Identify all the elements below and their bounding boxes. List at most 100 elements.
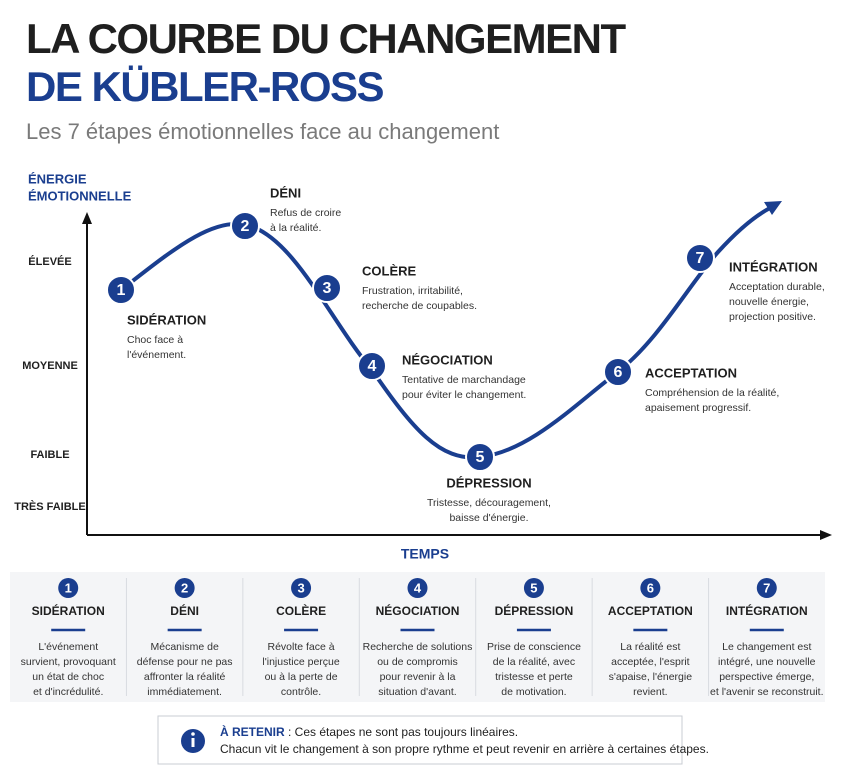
stage-description: Compréhension de la réalité, [645, 387, 779, 399]
card-description: intégré, une nouvelle [718, 656, 816, 668]
info-icon [191, 732, 195, 736]
stage-node [312, 273, 342, 303]
card-description: tristesse et perte [495, 671, 573, 683]
arrow [82, 212, 92, 224]
card-node [640, 578, 661, 598]
card-number: 6 [647, 580, 654, 595]
stage-name: SIDÉRATION [127, 312, 206, 327]
stage-description: Acceptation durable, [729, 281, 825, 293]
stage-description: Tristesse, découragement, [427, 497, 551, 509]
info-icon [191, 738, 195, 747]
card-number: 2 [181, 580, 188, 595]
arrow [820, 530, 832, 540]
card-description: Révolte face à [268, 641, 335, 653]
card-number: 3 [297, 580, 304, 595]
card-description: affronter la réalité [144, 671, 226, 683]
arrow [764, 201, 782, 215]
y-level-label: TRÈS FAIBLE [14, 500, 86, 513]
card-node [58, 578, 79, 598]
card-description: L'événement [38, 641, 98, 653]
stage-number: 3 [323, 280, 332, 297]
card-node [756, 578, 777, 598]
card-name: ACCEPTATION [608, 604, 693, 618]
stage-name: ACCEPTATION [645, 365, 737, 380]
stage-number: 4 [368, 358, 377, 375]
card-number: 5 [530, 580, 537, 595]
card-number: 1 [65, 580, 72, 595]
card-description: s'apaise, l'énergie [609, 671, 693, 683]
stage-description: nouvelle énergie, [729, 296, 809, 308]
title: LA COURBE DU CHANGEMENT [26, 15, 626, 62]
card-description: Mécanisme de [151, 641, 219, 653]
stage-description: recherche de coupables. [362, 300, 477, 312]
card-description: perspective émerge, [719, 671, 814, 683]
axis-title: TEMPS [401, 546, 449, 562]
stage-node [685, 243, 715, 273]
title: DE KÜBLER-ROSS [26, 63, 384, 110]
stage-node [106, 275, 136, 305]
card-description: contrôle. [281, 686, 321, 698]
card-description: Prise de conscience [487, 641, 581, 653]
stage-description: Refus de croire [270, 207, 341, 219]
note-box [157, 715, 683, 765]
card-description: survient, provoquant [21, 656, 116, 668]
stage-name: NÉGOCIATION [402, 352, 493, 367]
stage-name: COLÈRE [362, 263, 417, 278]
card-node [174, 578, 195, 598]
stage-node [357, 351, 387, 381]
card-description: acceptée, l'esprit [611, 656, 690, 668]
card-description: ou de compromis [377, 656, 458, 668]
axis-title: ÉMOTIONNELLE [28, 188, 132, 203]
stage-description: apaisement progressif. [645, 402, 751, 414]
card-description: Recherche de solutions [363, 641, 473, 653]
card-description: l'injustice perçue [262, 656, 339, 668]
stage-number: 6 [614, 364, 623, 381]
card-number: 7 [763, 580, 770, 595]
axis-title: ÉNERGIE [28, 171, 87, 186]
note-label: À RETENIR [220, 724, 285, 739]
stage-description: projection positive. [729, 311, 816, 323]
subtitle: Les 7 étapes émotionnelles face au chang… [26, 119, 499, 144]
card-node [291, 578, 312, 598]
stage-name: DÉPRESSION [446, 475, 531, 490]
stage-node [465, 442, 495, 472]
y-level-label: ÉLEVÉE [28, 255, 71, 268]
curve [119, 206, 772, 460]
card-description: de la réalité, avec [493, 656, 575, 668]
y-level-label: MOYENNE [22, 360, 78, 372]
card-description: défense pour ne pas [137, 656, 233, 668]
stage-description: l'événement. [127, 349, 186, 361]
note-text: : Ces étapes ne sont pas toujours linéai… [285, 725, 518, 739]
card-description: La réalité est [620, 641, 680, 653]
note-line: À RETENIR : Ces étapes ne sont pas toujo… [220, 724, 518, 739]
stage-node [603, 357, 633, 387]
stage-description: baisse d'énergie. [449, 512, 528, 524]
y-level-label: FAIBLE [30, 449, 69, 461]
stage-description: Tentative de marchandage [402, 374, 526, 386]
card-description: et l'avenir se reconstruit. [710, 686, 823, 698]
stage-number: 5 [476, 449, 485, 466]
card-name: NÉGOCIATION [376, 603, 460, 618]
stage-number: 2 [241, 218, 250, 235]
card-description: immédiatement. [147, 686, 222, 698]
stage-number: 7 [696, 250, 705, 267]
stage-name: INTÉGRATION [729, 259, 818, 274]
card-description: ou à la perte de [265, 671, 338, 683]
card-description: et d'incrédulité. [33, 686, 103, 698]
card-description: pour revenir à la [380, 671, 456, 683]
card-name: DÉNI [170, 603, 199, 618]
card-name: SIDÉRATION [32, 603, 105, 618]
stage-node [230, 211, 260, 241]
card-name: INTÉGRATION [726, 603, 808, 618]
card-description: revient. [633, 686, 667, 698]
card-node [523, 578, 544, 598]
card-description: de motivation. [501, 686, 566, 698]
stage-name: DÉNI [270, 185, 301, 200]
card-number: 4 [414, 580, 422, 595]
card-description: un état de choc [32, 671, 104, 683]
card-description: situation d'avant. [378, 686, 456, 698]
card-node [407, 578, 428, 598]
stage-description: à la réalité. [270, 222, 321, 234]
note-text: Chacun vit le changement à son propre ry… [220, 742, 709, 756]
